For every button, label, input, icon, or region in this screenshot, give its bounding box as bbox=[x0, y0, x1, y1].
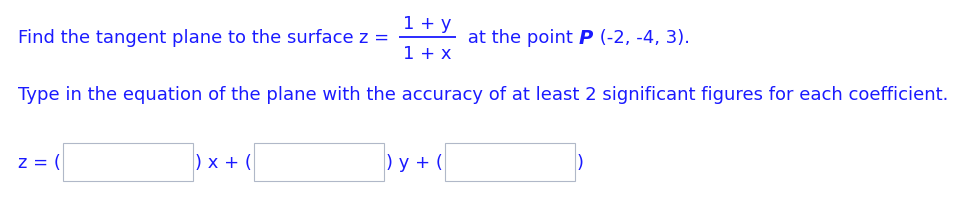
Text: z = (: z = ( bbox=[18, 153, 61, 171]
Text: z =: z = bbox=[360, 29, 390, 47]
Text: Type in the equation of the plane with the accuracy of at least 2 significant fi: Type in the equation of the plane with t… bbox=[18, 86, 949, 103]
Text: ) y + (: ) y + ( bbox=[386, 153, 442, 171]
Text: ) x + (: ) x + ( bbox=[194, 153, 252, 171]
Text: 1 + x: 1 + x bbox=[403, 45, 452, 63]
Text: P: P bbox=[578, 28, 593, 47]
Text: (-2, -4, 3).: (-2, -4, 3). bbox=[594, 29, 689, 47]
Bar bbox=[63, 143, 192, 181]
Bar bbox=[254, 143, 384, 181]
Text: at the point: at the point bbox=[462, 29, 578, 47]
Text: Find the tangent plane to the surface: Find the tangent plane to the surface bbox=[18, 29, 360, 47]
Bar bbox=[444, 143, 574, 181]
Text: ): ) bbox=[576, 153, 583, 171]
Text: 1 + y: 1 + y bbox=[403, 15, 452, 33]
